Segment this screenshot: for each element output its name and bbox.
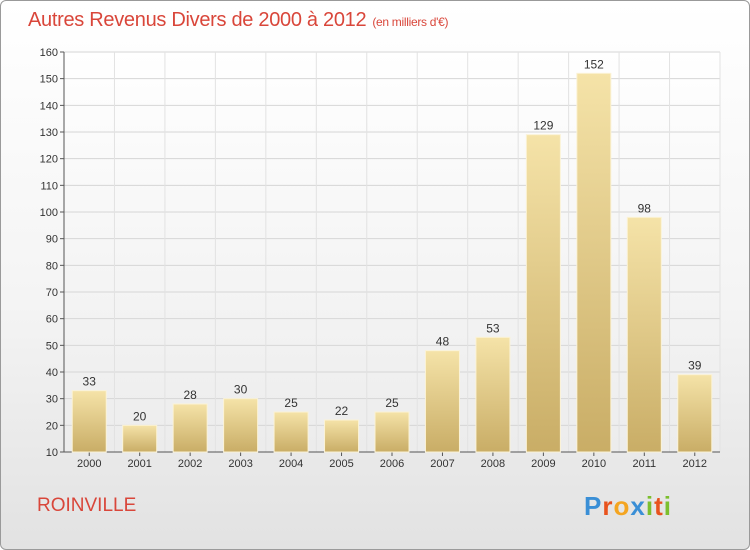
x-tick-label-2006: 2006 <box>380 458 404 470</box>
logo-letter: P <box>584 491 603 521</box>
bar-2000 <box>71 390 107 453</box>
y-tick-label: 30 <box>46 394 58 406</box>
x-tick-label-2011: 2011 <box>632 458 656 470</box>
bar-2004 <box>273 411 309 453</box>
x-tick-label-2004: 2004 <box>279 458 303 470</box>
chart-unit: (en milliers d'€) <box>372 15 449 29</box>
bar-2012 <box>677 374 713 453</box>
bars <box>71 72 713 453</box>
value-label-2002: 28 <box>183 388 197 402</box>
value-label-2000: 33 <box>83 375 97 389</box>
x-tick-label-2002: 2002 <box>178 458 202 470</box>
logo-letter: x <box>630 491 646 521</box>
y-tick-label: 130 <box>40 127 58 139</box>
x-tick-label-2010: 2010 <box>582 458 606 470</box>
x-tick-label-2009: 2009 <box>531 458 555 470</box>
y-tick-label: 150 <box>40 74 58 86</box>
value-label-2009: 129 <box>533 119 553 133</box>
x-tick-label-2012: 2012 <box>683 458 707 470</box>
chart-title-text: Autres Revenus Divers de 2000 à 2012 <box>28 9 367 31</box>
value-label-2008: 53 <box>486 321 500 335</box>
logo-letter: i <box>663 491 672 521</box>
bar-2006 <box>374 411 410 453</box>
bar-2002 <box>172 403 208 453</box>
proxiti-logo: Proxiti <box>584 491 672 522</box>
y-tick-label: 60 <box>46 314 58 326</box>
y-tick-label: 70 <box>46 287 58 299</box>
y-tick-label: 90 <box>46 234 58 246</box>
value-label-2006: 25 <box>385 396 399 410</box>
value-label-2007: 48 <box>436 335 450 349</box>
x-tick-label-2005: 2005 <box>329 458 353 470</box>
chart-title: Autres Revenus Divers de 2000 à 2012 (en … <box>28 9 449 32</box>
value-label-2004: 25 <box>284 396 298 410</box>
logo-letter: o <box>613 491 631 521</box>
logo-letter: t <box>654 491 664 521</box>
value-label-2003: 30 <box>234 383 248 397</box>
y-tick-label: 120 <box>40 154 58 166</box>
bar-2007 <box>424 350 460 453</box>
bar-2005 <box>324 419 360 453</box>
bar-2009 <box>525 134 561 453</box>
y-tick-label: 10 <box>46 447 58 459</box>
bar-2010 <box>576 72 612 453</box>
logo-letter: i <box>645 491 655 521</box>
y-tick-label: 100 <box>40 207 58 219</box>
bar-2011 <box>626 216 662 453</box>
value-label-2011: 98 <box>638 201 652 215</box>
bar-2001 <box>122 424 158 453</box>
x-tick-label-2000: 2000 <box>77 458 101 470</box>
y-tick-label: 140 <box>40 100 58 112</box>
x-tick-label-2001: 2001 <box>127 458 151 470</box>
bar-2003 <box>223 398 259 453</box>
plot-area <box>64 52 720 452</box>
value-label-2012: 39 <box>688 359 702 373</box>
x-tick-label-2008: 2008 <box>481 458 505 470</box>
x-tick-label-2007: 2007 <box>430 458 454 470</box>
x-tick-label-2003: 2003 <box>228 458 252 470</box>
y-tick-label: 160 <box>40 47 58 59</box>
bar-2008 <box>475 336 511 453</box>
y-tick-label: 80 <box>46 260 58 272</box>
y-tick-label: 20 <box>46 420 58 432</box>
y-tick-label: 110 <box>40 180 58 192</box>
y-tick-label: 50 <box>46 340 58 352</box>
value-label-2005: 22 <box>335 404 349 418</box>
logo-letter: r <box>602 491 614 521</box>
labels: 33 20 28 30 25 22 25 48 53 129 152 98 39 <box>83 57 702 423</box>
city-name: ROINVILLE <box>37 495 137 516</box>
value-label-2010: 152 <box>584 57 604 71</box>
value-label-2001: 20 <box>133 409 147 423</box>
y-tick-label: 40 <box>46 367 58 379</box>
grid <box>63 51 721 453</box>
